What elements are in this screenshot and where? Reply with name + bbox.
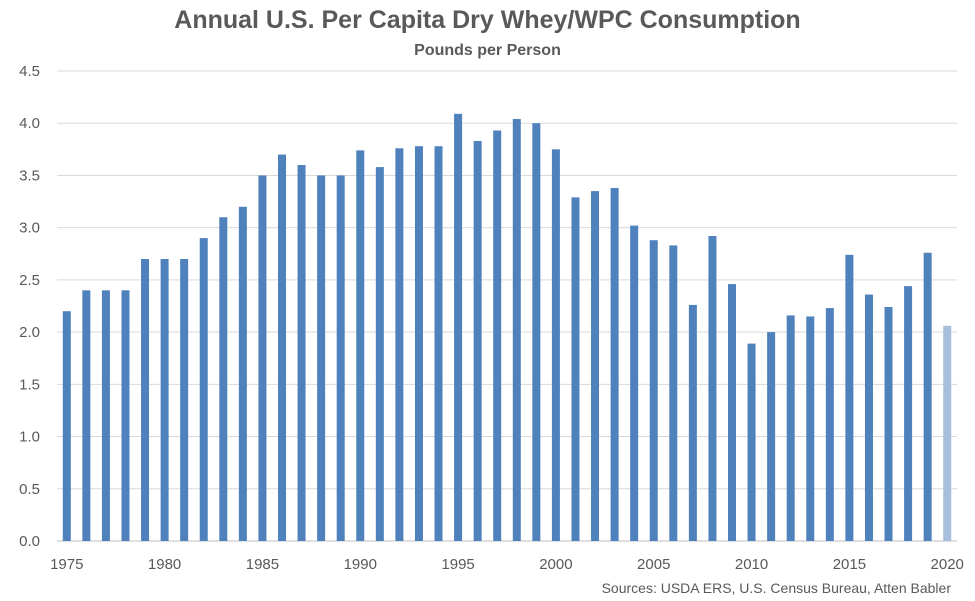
y-tick-label: 0.5 xyxy=(19,481,40,498)
y-tick-label: 3.0 xyxy=(19,220,40,237)
bar xyxy=(356,150,365,541)
bar xyxy=(141,259,150,541)
y-tick-label: 4.5 xyxy=(19,63,40,80)
y-tick-label: 4.0 xyxy=(19,115,40,132)
bar xyxy=(62,311,71,541)
y-tick-label: 1.0 xyxy=(19,429,40,446)
bar xyxy=(551,149,560,542)
bar xyxy=(532,123,541,541)
bar xyxy=(238,206,247,541)
x-tick-label: 2005 xyxy=(637,556,670,573)
bar xyxy=(434,146,443,541)
bar xyxy=(454,113,463,542)
x-tick-label: 1980 xyxy=(148,556,181,573)
bar xyxy=(512,119,521,542)
x-tick-label: 2015 xyxy=(833,556,866,573)
bar xyxy=(923,252,932,541)
x-tick-label: 2010 xyxy=(735,556,768,573)
bar xyxy=(82,290,91,541)
y-tick-label: 2.5 xyxy=(19,272,40,289)
x-tick-label: 1975 xyxy=(50,556,83,573)
bar xyxy=(806,316,815,541)
x-tick-label: 2000 xyxy=(539,556,572,573)
bar xyxy=(708,236,717,541)
bar xyxy=(219,217,228,541)
bar xyxy=(473,140,482,541)
bar xyxy=(786,315,795,541)
bar xyxy=(278,154,286,542)
bar xyxy=(688,304,697,541)
bar xyxy=(845,254,854,542)
y-tick-label: 1.5 xyxy=(19,376,40,393)
bar xyxy=(121,290,130,541)
x-tick-label: 1990 xyxy=(344,556,377,573)
bar xyxy=(767,332,776,541)
bar xyxy=(630,225,639,542)
source-note: Sources: USDA ERS, U.S. Census Bureau, A… xyxy=(601,580,951,596)
bar xyxy=(728,284,736,541)
x-tick-label: 2020 xyxy=(931,556,964,573)
bar xyxy=(864,294,873,541)
bar xyxy=(610,187,619,541)
bar xyxy=(884,307,893,541)
bar xyxy=(395,148,404,542)
bar xyxy=(904,286,913,541)
y-tick-label: 0.0 xyxy=(19,533,40,550)
bar xyxy=(160,259,169,541)
bar xyxy=(317,175,326,541)
y-tick-label: 2.0 xyxy=(19,324,40,341)
bar xyxy=(258,175,267,541)
bar xyxy=(199,238,208,541)
bar xyxy=(591,191,600,541)
bar xyxy=(493,130,502,542)
bar xyxy=(180,259,189,541)
chart-subtitle: Pounds per Person xyxy=(414,42,561,59)
bar xyxy=(571,197,580,541)
x-tick-label: 1995 xyxy=(441,556,474,573)
y-tick-label: 3.5 xyxy=(19,167,40,184)
bar xyxy=(943,325,952,541)
bar xyxy=(414,146,423,541)
bar xyxy=(747,343,756,541)
bar xyxy=(649,240,658,541)
chart-title: Annual U.S. Per Capita Dry Whey/WPC Cons… xyxy=(174,6,801,34)
x-tick-label: 1985 xyxy=(246,556,279,573)
bar xyxy=(297,165,306,541)
bar xyxy=(375,167,384,542)
bar xyxy=(101,290,110,541)
bar xyxy=(825,308,834,541)
bar xyxy=(336,175,345,541)
bar xyxy=(669,245,678,541)
